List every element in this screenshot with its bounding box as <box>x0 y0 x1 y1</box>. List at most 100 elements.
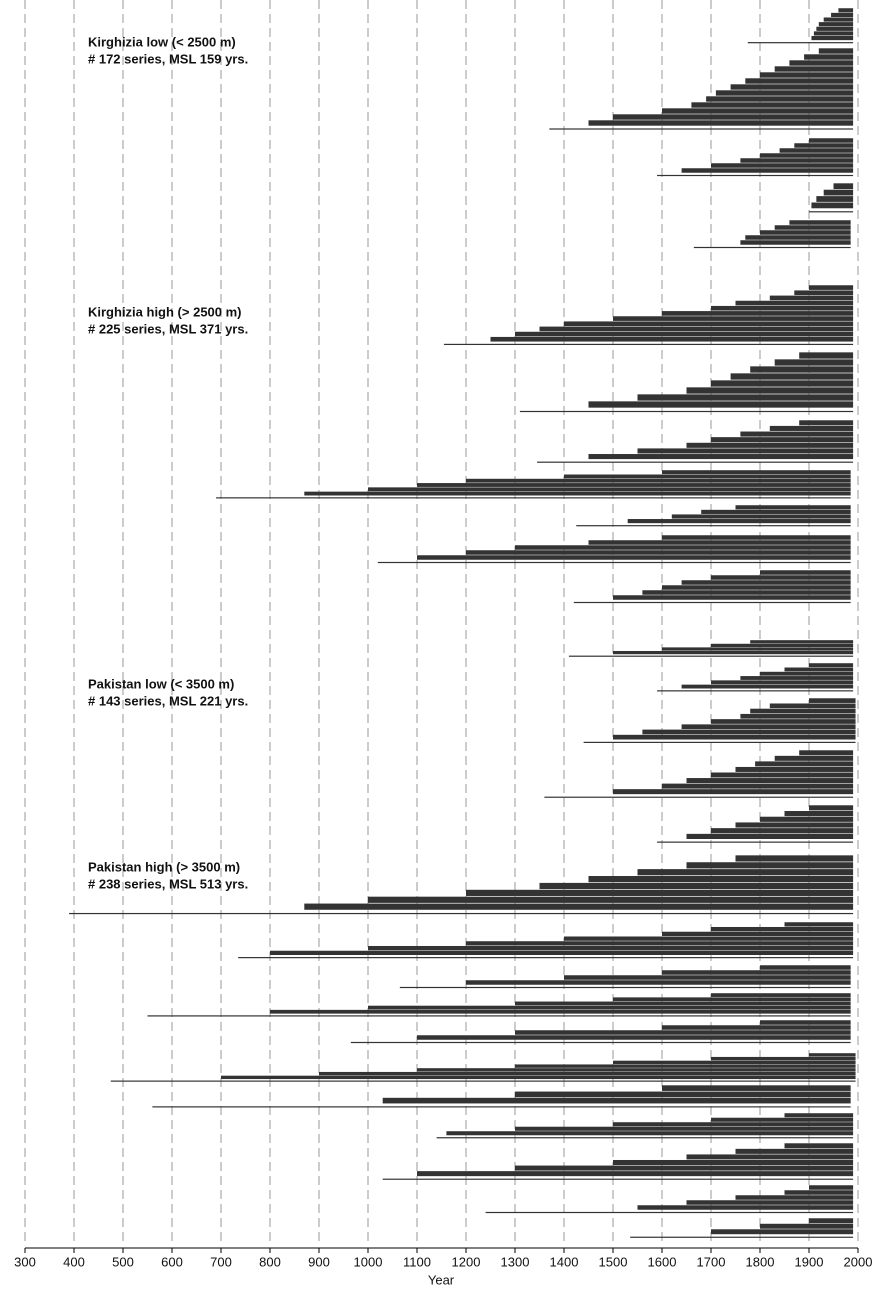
series-bar <box>515 1030 851 1035</box>
series-bar <box>701 509 851 514</box>
series-bar <box>769 425 854 431</box>
series-bar <box>809 698 856 703</box>
series-bar <box>515 331 854 337</box>
series-bar <box>350 1041 851 1044</box>
series-bar <box>657 690 854 692</box>
series-bar <box>823 17 854 22</box>
series-bar <box>613 1122 854 1127</box>
series-bar <box>760 153 854 158</box>
series-bar <box>740 158 854 163</box>
series-bar <box>576 525 851 527</box>
series-bar <box>466 980 851 985</box>
series-bar <box>443 343 854 346</box>
series-bar <box>711 993 851 997</box>
series-bar <box>740 240 851 245</box>
series-bar <box>662 535 851 540</box>
series-bar <box>789 220 851 225</box>
series-bar <box>811 35 854 41</box>
series-bar <box>662 470 851 475</box>
series-bar <box>417 1171 854 1177</box>
series-bar <box>774 225 851 230</box>
series-bar <box>711 1117 854 1122</box>
series-bar <box>539 882 854 890</box>
series-bar <box>662 311 854 316</box>
series-bar <box>613 789 854 795</box>
x-tick-label: 300 <box>14 1254 36 1269</box>
group-note: # 143 series, MSL 221 yrs. <box>88 693 248 708</box>
series-bar <box>627 519 851 524</box>
series-bar <box>637 394 854 401</box>
series-bar <box>809 663 854 668</box>
series-bar <box>485 1211 854 1214</box>
series-bar <box>304 491 851 496</box>
series-bar <box>711 643 854 648</box>
x-tick-label: 800 <box>259 1254 281 1269</box>
series-bar <box>799 352 854 359</box>
series-bar <box>784 667 854 672</box>
series-bar <box>662 783 854 789</box>
series-bar <box>730 373 854 380</box>
series-bar <box>466 941 854 946</box>
series-bar <box>368 487 851 492</box>
series-bar <box>760 72 854 78</box>
series-bar <box>774 66 854 72</box>
series-bar <box>662 647 854 651</box>
series-bar <box>711 575 851 580</box>
series-bar <box>681 684 854 689</box>
series-bar <box>382 1097 851 1104</box>
series-bar <box>681 580 851 585</box>
series-bar <box>613 997 851 1002</box>
group-note: # 225 series, MSL 371 yrs. <box>88 321 248 336</box>
series-bar <box>693 246 851 249</box>
series-bar <box>784 1143 854 1149</box>
series-bar <box>662 1085 851 1091</box>
x-tick-label: 500 <box>112 1254 134 1269</box>
series-bar <box>809 1053 856 1057</box>
series-bar <box>711 772 854 778</box>
series-bar <box>515 1126 854 1131</box>
series-bar <box>110 1080 856 1082</box>
series-bar <box>816 196 854 202</box>
x-axis-label: Year <box>428 1272 455 1287</box>
x-tick-label: 1300 <box>501 1254 530 1269</box>
series-bar <box>613 114 854 120</box>
group-label: Pakistan high (> 3500 m) <box>88 859 240 874</box>
series-bar <box>711 163 854 168</box>
series-bar <box>816 26 854 31</box>
series-bar <box>152 1106 851 1108</box>
x-tick-label: 1200 <box>452 1254 481 1269</box>
series-bar <box>642 729 856 735</box>
series-bar <box>804 54 854 60</box>
series-bar <box>711 719 856 724</box>
series-bar <box>270 1009 851 1014</box>
series-bar <box>823 189 854 196</box>
series-bar <box>417 555 851 560</box>
series-bar <box>515 1064 856 1068</box>
series-bar <box>221 1075 856 1080</box>
series-bar <box>662 585 851 590</box>
series-bar <box>69 912 854 915</box>
series-bar <box>588 876 854 883</box>
series-bar <box>270 950 854 956</box>
series-bar <box>382 1178 854 1180</box>
series-bar <box>784 922 854 927</box>
group-note: # 172 series, MSL 159 yrs. <box>88 51 248 66</box>
series-bar <box>818 22 854 27</box>
series-bar <box>515 1165 854 1171</box>
x-tick-label: 700 <box>210 1254 232 1269</box>
series-bar <box>784 811 854 817</box>
series-bar <box>794 290 854 296</box>
series-bar <box>630 1236 854 1238</box>
series-bar <box>760 671 854 676</box>
series-bar <box>515 1091 851 1098</box>
series-bar <box>319 1071 856 1076</box>
series-bar <box>368 1005 851 1010</box>
series-bar <box>515 545 851 550</box>
series-bar <box>809 285 854 290</box>
series-bar <box>760 570 851 575</box>
series-bar <box>662 970 851 975</box>
series-bar <box>642 590 851 595</box>
series-bar <box>588 401 854 408</box>
series-bar <box>745 235 851 240</box>
series-bar <box>750 366 854 373</box>
